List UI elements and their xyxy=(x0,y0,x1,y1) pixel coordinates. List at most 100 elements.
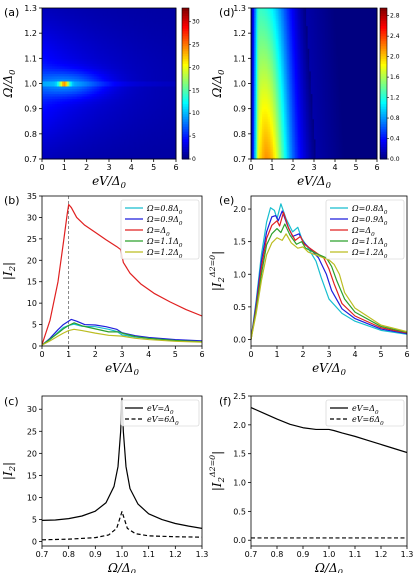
heatmap-cell xyxy=(90,143,93,147)
heatmap-cell xyxy=(80,23,83,27)
heatmap-cell xyxy=(95,91,98,95)
heatmap-cell xyxy=(142,28,145,32)
heatmap-cell xyxy=(85,53,88,57)
heatmap-cell xyxy=(98,10,102,14)
heatmap-cell xyxy=(162,80,165,84)
heatmap-cell xyxy=(73,128,76,132)
heatmap-cell xyxy=(139,25,142,29)
heatmap-cell xyxy=(155,38,159,42)
heatmap-cell xyxy=(125,53,128,57)
heatmap-cell xyxy=(115,91,118,95)
heatmap-cell xyxy=(53,18,56,22)
heatmap-cell xyxy=(135,68,138,72)
heatmap-cell xyxy=(100,68,103,72)
heatmap-cell xyxy=(145,58,149,62)
heatmap-cell xyxy=(129,48,132,52)
heatmap-cell xyxy=(95,53,98,57)
heatmap-cell xyxy=(105,48,108,52)
heatmap-cell xyxy=(48,106,51,110)
heatmap-cell xyxy=(142,138,145,142)
heatmap-cell xyxy=(152,70,155,74)
heatmap-cell xyxy=(45,116,48,120)
heatmap-cell xyxy=(160,116,164,120)
heatmap-cell xyxy=(120,111,123,115)
heatmap-cell xyxy=(62,118,65,122)
heatmap-cell xyxy=(105,68,108,72)
heatmap-cell xyxy=(92,88,95,92)
x-tick-label: 2 xyxy=(84,163,89,172)
heatmap-cell xyxy=(119,126,122,130)
heatmap-cell xyxy=(124,28,127,32)
heatmap-cell xyxy=(87,133,90,137)
heatmap-cell xyxy=(93,88,97,92)
heatmap-cell xyxy=(132,40,135,44)
heatmap-cell xyxy=(52,153,55,157)
heatmap-cell xyxy=(154,131,157,135)
heatmap-cell xyxy=(95,88,98,92)
heatmap-cell xyxy=(162,35,165,39)
heatmap-cell xyxy=(53,128,56,132)
heatmap-cell xyxy=(140,80,143,84)
heatmap-cell xyxy=(127,60,130,64)
heatmap-cell xyxy=(127,63,130,67)
heatmap-cell xyxy=(149,53,152,57)
heatmap-cell xyxy=(70,45,73,49)
heatmap-cell xyxy=(43,43,46,47)
heatmap-cell xyxy=(137,96,140,100)
heatmap-cell xyxy=(73,143,76,147)
heatmap-cell xyxy=(130,33,133,37)
heatmap-cell xyxy=(119,48,122,52)
heatmap-cell xyxy=(47,96,50,100)
heatmap-cell xyxy=(92,65,95,69)
heatmap-cell xyxy=(50,123,53,127)
heatmap-cell xyxy=(145,121,149,125)
heatmap-cell xyxy=(75,35,78,39)
heatmap-cell xyxy=(149,10,152,14)
heatmap-cell xyxy=(100,70,103,74)
heatmap-cell xyxy=(72,141,75,145)
heatmap-cell xyxy=(157,53,160,57)
heatmap-cell xyxy=(72,126,75,130)
heatmap-cell xyxy=(154,73,157,77)
heatmap-cell xyxy=(42,148,45,152)
heatmap-cell xyxy=(124,25,127,29)
heatmap-cell xyxy=(92,28,95,32)
heatmap-cell xyxy=(105,63,108,67)
heatmap-cell xyxy=(152,131,155,135)
heatmap-cell xyxy=(70,143,73,147)
heatmap-cell xyxy=(110,30,113,34)
heatmap-cell xyxy=(73,136,76,140)
heatmap-cell xyxy=(115,8,118,12)
heatmap-cell xyxy=(62,50,65,54)
heatmap-cell xyxy=(103,10,107,14)
heatmap-cell xyxy=(144,73,147,77)
heatmap-cell xyxy=(72,106,75,110)
heatmap-cell xyxy=(105,98,108,102)
heatmap-cell xyxy=(95,25,98,29)
heatmap-cell xyxy=(45,50,48,54)
heatmap-cell xyxy=(82,113,85,117)
heatmap-cell xyxy=(160,50,164,54)
heatmap-cell xyxy=(150,23,154,27)
heatmap-cell xyxy=(82,75,85,79)
heatmap-cell xyxy=(122,45,125,49)
heatmap-cell xyxy=(42,73,45,77)
heatmap-cell xyxy=(159,30,162,34)
heatmap-cell xyxy=(68,91,71,95)
heatmap-cell xyxy=(164,153,167,157)
heatmap-cell xyxy=(107,13,110,17)
heatmap-cell xyxy=(65,101,68,105)
heatmap-cell xyxy=(110,43,113,47)
heatmap-cell xyxy=(149,50,152,54)
heatmap-cell xyxy=(137,103,140,107)
heatmap-cell xyxy=(57,101,60,105)
heatmap-cell xyxy=(140,73,143,77)
heatmap-cell xyxy=(147,13,150,17)
heatmap-cell xyxy=(63,146,66,150)
heatmap-cell xyxy=(57,35,60,39)
heatmap-cell xyxy=(112,93,115,97)
heatmap-cell xyxy=(72,148,75,152)
heatmap-cell xyxy=(103,80,107,84)
heatmap-cell xyxy=(145,128,149,132)
heatmap-cell xyxy=(142,50,145,54)
